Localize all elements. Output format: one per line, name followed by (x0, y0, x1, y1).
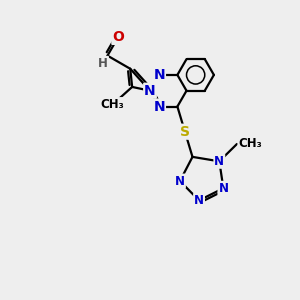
Text: N: N (214, 155, 224, 168)
Text: N: N (153, 68, 165, 82)
Text: N: N (175, 175, 185, 188)
Text: O: O (112, 30, 124, 44)
Text: CH₃: CH₃ (101, 98, 124, 111)
Text: N: N (194, 194, 204, 207)
Text: N: N (144, 84, 156, 98)
Text: H: H (98, 57, 108, 70)
Text: N: N (153, 100, 165, 113)
Text: N: N (218, 182, 228, 195)
Text: S: S (180, 125, 190, 139)
Text: CH₃: CH₃ (238, 137, 262, 151)
